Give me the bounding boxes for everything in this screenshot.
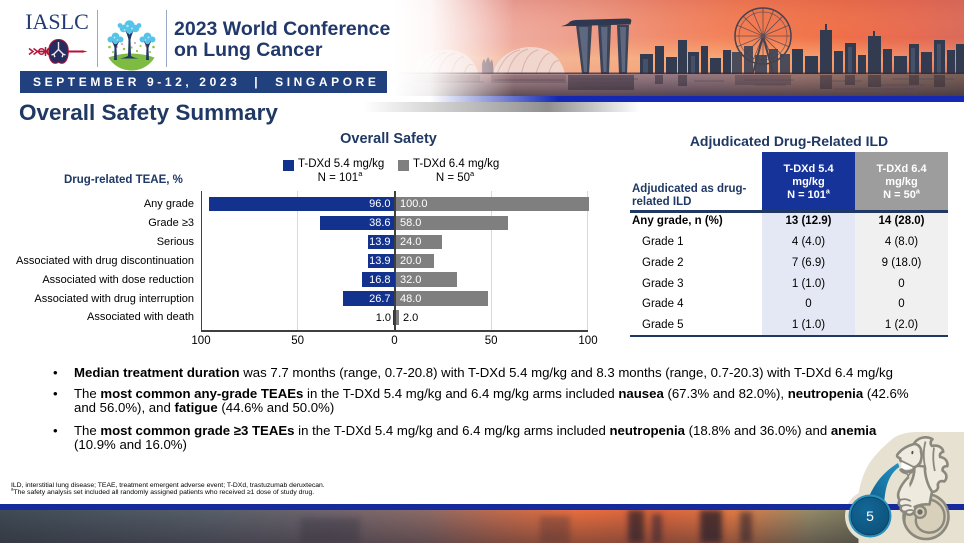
svg-text:5: 5 xyxy=(866,508,874,524)
